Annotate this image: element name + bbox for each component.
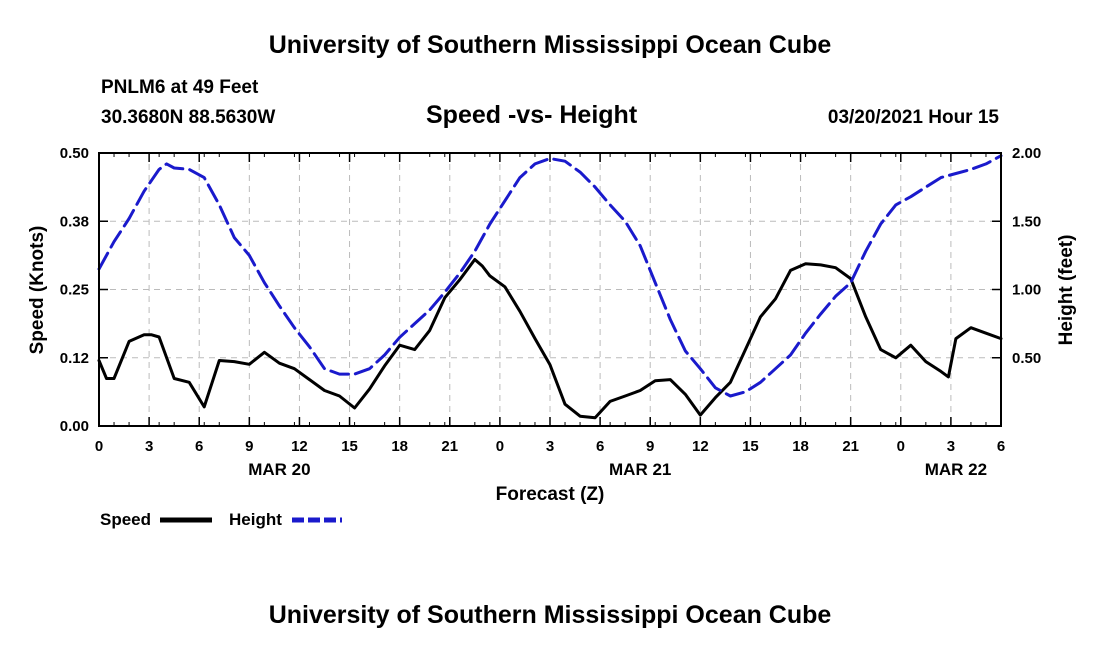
forecast-datetime: 03/20/2021 Hour 15 bbox=[827, 107, 999, 128]
y-right-tick-label: 0.50 bbox=[1012, 350, 1041, 367]
date-label: MAR 22 bbox=[925, 460, 987, 479]
x-tick-label: 12 bbox=[291, 438, 308, 455]
x-tick-label: 9 bbox=[646, 438, 654, 455]
x-tick-label: 6 bbox=[997, 438, 1005, 455]
x-tick-label: 18 bbox=[792, 438, 809, 455]
series-lines bbox=[97, 154, 1003, 420]
x-tick-label: 18 bbox=[391, 438, 408, 455]
x-tick-label: 9 bbox=[245, 438, 253, 455]
date-label: MAR 21 bbox=[609, 460, 671, 479]
y-right-tick-label: 1.50 bbox=[1012, 213, 1041, 230]
x-tick-label: 15 bbox=[341, 438, 358, 455]
station-coords: 30.3680N 88.5630W bbox=[101, 107, 276, 128]
y-axis-right-title: Height (feet) bbox=[1056, 235, 1077, 346]
date-label: MAR 20 bbox=[248, 460, 310, 479]
x-tick-label: 3 bbox=[947, 438, 955, 455]
x-tick-label: 21 bbox=[842, 438, 859, 455]
y-left-tick-label: 0.00 bbox=[60, 418, 89, 435]
x-tick-label: 12 bbox=[692, 438, 709, 455]
x-tick-label: 0 bbox=[897, 438, 905, 455]
x-tick-label: 0 bbox=[95, 438, 103, 455]
y-left-tick-label: 0.25 bbox=[60, 282, 89, 299]
x-tick-label: 6 bbox=[195, 438, 203, 455]
y-left-tick-label: 0.50 bbox=[60, 145, 89, 162]
series-line-height bbox=[97, 154, 1003, 398]
station-label: PNLM6 at 49 Feet bbox=[101, 77, 259, 98]
x-tick-label: 15 bbox=[742, 438, 759, 455]
x-tick-label: 0 bbox=[496, 438, 504, 455]
legend-height-label: Height bbox=[229, 510, 282, 529]
y-left-tick-label: 0.38 bbox=[60, 213, 89, 230]
y-axis-left-title: Speed (Knots) bbox=[27, 226, 48, 355]
bottom-title: University of Southern Mississippi Ocean… bbox=[268, 601, 832, 629]
y-right-tick-label: 1.00 bbox=[1012, 282, 1041, 299]
x-tick-label: 6 bbox=[596, 438, 604, 455]
axis-labels: 0 3 6 9 12 15 18 21 0 3 6 9 12 15 18 21 0 3 6 0.00 0.12 0.25 0… bbox=[60, 145, 1041, 479]
axis-ticks bbox=[98, 152, 1002, 427]
x-tick-label: 21 bbox=[441, 438, 458, 455]
legend: Speed Height bbox=[100, 510, 342, 529]
legend-speed-label: Speed bbox=[100, 510, 151, 529]
top-title: University of Southern Mississippi Ocean… bbox=[268, 31, 832, 59]
x-tick-label: 3 bbox=[546, 438, 554, 455]
grid-lines bbox=[99, 153, 1001, 426]
x-axis-title: Forecast (Z) bbox=[496, 484, 605, 505]
series-line-speed bbox=[97, 258, 1003, 420]
y-right-tick-label: 2.00 bbox=[1012, 145, 1041, 162]
chart-title: Speed -vs- Height bbox=[426, 101, 638, 129]
y-left-tick-label: 0.12 bbox=[60, 350, 89, 367]
x-tick-label: 3 bbox=[145, 438, 153, 455]
